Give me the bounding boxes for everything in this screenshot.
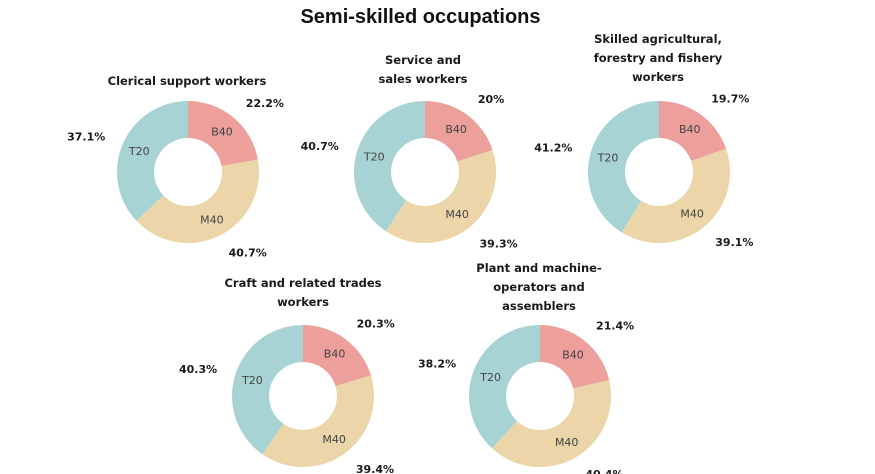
chart-title: assemblers — [502, 299, 576, 313]
slice-label: M40 — [200, 213, 224, 226]
value-label: 22.2% — [246, 97, 284, 110]
slice-label: M40 — [555, 436, 579, 449]
slice-t20 — [231, 325, 303, 455]
value-label: 20% — [478, 93, 504, 106]
slice-label: B40 — [679, 123, 701, 136]
donut-chart: Clerical support workers B40 22.2% M40 40.7%… — [67, 74, 284, 259]
slice-label: M40 — [445, 208, 469, 221]
chart-title: Clerical support workers — [108, 74, 267, 88]
value-label: 37.1% — [67, 131, 105, 144]
slice-label: T20 — [479, 371, 501, 384]
page-title: Semi-skilled occupations — [300, 6, 541, 28]
slice-b40 — [659, 101, 727, 161]
value-label: 39.4% — [356, 463, 394, 474]
chart-title: Craft and related trades — [224, 276, 381, 290]
chart-title: workers — [632, 70, 684, 84]
chart-title: operators and — [493, 280, 584, 294]
value-label: 40.3% — [179, 363, 217, 376]
slice-label: T20 — [363, 151, 385, 164]
slice-m40 — [385, 150, 496, 244]
donut-chart: Craft and related trades workers B40 20.3% M… — [179, 276, 395, 474]
value-label: 38.2% — [418, 357, 456, 370]
value-label: 39.3% — [479, 238, 517, 251]
slice-label: B40 — [562, 349, 584, 362]
slice-m40 — [621, 148, 730, 243]
slice-label: T20 — [128, 145, 150, 158]
value-label: 39.1% — [715, 236, 753, 249]
chart-title: workers — [277, 295, 329, 309]
slice-label: T20 — [597, 152, 619, 165]
slice-label: B40 — [211, 125, 233, 138]
slice-t20 — [468, 325, 540, 449]
slice-label: B40 — [324, 347, 346, 360]
slice-t20 — [587, 101, 659, 233]
chart-title: Skilled agricultural, — [594, 32, 722, 46]
value-label: 20.3% — [357, 318, 395, 331]
slice-b40 — [303, 325, 371, 387]
slice-label: M40 — [322, 433, 346, 446]
chart-title: Plant and machine- — [476, 261, 602, 275]
chart-title: Service and — [385, 53, 461, 67]
slice-b40 — [425, 100, 493, 162]
donut-chart: Skilled agricultural, forestry and fisher… — [534, 32, 753, 249]
value-label: 40.7% — [301, 140, 339, 153]
donut-chart: Plant and machine-operators and assembler… — [418, 261, 634, 474]
chart-title: forestry and fishery — [594, 51, 723, 65]
value-label: 40.7% — [229, 246, 267, 259]
value-label: 19.7% — [711, 93, 749, 106]
slice-b40 — [188, 101, 258, 167]
chart-title: sales workers — [378, 72, 467, 86]
donut-chart: Service and sales workers B40 20% M40 39.3% T2… — [301, 53, 518, 251]
value-label: 41.2% — [534, 141, 572, 154]
slice-b40 — [540, 325, 610, 389]
slice-t20 — [354, 101, 425, 232]
slice-label: M40 — [680, 207, 704, 220]
slice-label: B40 — [445, 123, 467, 136]
value-label: 40.4% — [585, 468, 623, 474]
slice-t20 — [116, 101, 188, 221]
value-label: 21.4% — [596, 320, 634, 333]
slice-m40 — [492, 380, 611, 467]
slice-m40 — [136, 159, 259, 243]
slice-m40 — [262, 375, 374, 468]
slice-label: T20 — [241, 374, 263, 387]
